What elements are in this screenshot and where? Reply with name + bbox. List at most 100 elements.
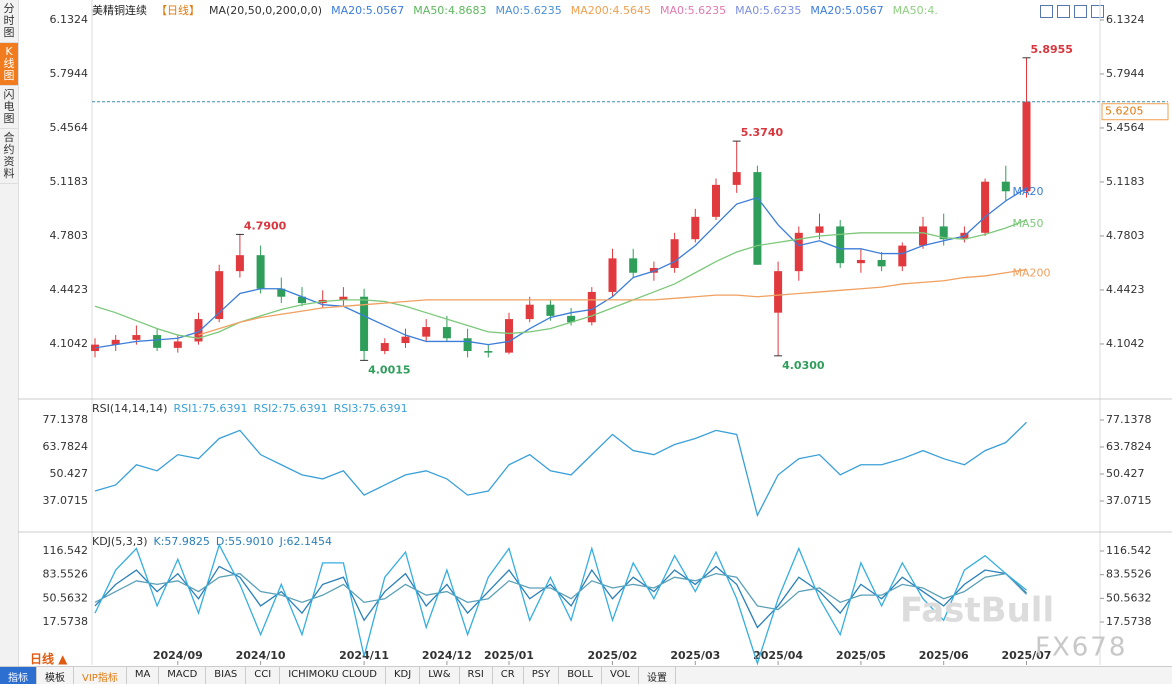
ma-line <box>94 187 1027 349</box>
icon[interactable] <box>1091 5 1104 18</box>
y-tick-label: 50.427 <box>1106 467 1145 480</box>
candle-body <box>194 319 203 342</box>
candle-body <box>442 327 451 339</box>
y-tick-label: 6.1324 <box>1106 13 1145 26</box>
indicator-tab[interactable]: KDJ <box>386 667 421 684</box>
price-annotation: 4.7900 <box>244 219 287 232</box>
x-tick-label: 2025/03 <box>670 649 720 662</box>
y-tick-label: 4.7803 <box>1106 229 1145 242</box>
candle-body <box>587 291 596 323</box>
x-tick-label: 2025/04 <box>753 649 803 662</box>
candle-body <box>422 327 431 337</box>
instrument-title: 美精铜连续 <box>92 4 147 17</box>
indicator-tab[interactable]: 指标 <box>0 667 37 684</box>
indicator-tab[interactable]: VIP指标 <box>74 667 127 684</box>
indicator-tab[interactable]: LW& <box>420 667 460 684</box>
candle-body <box>298 296 306 304</box>
legend-item: RSI2:75.6391 <box>254 402 328 415</box>
indicator-tab[interactable]: VOL <box>602 667 640 684</box>
legend-item: MA50:4.8683 <box>413 4 487 17</box>
indicator-tab[interactable]: CR <box>493 667 524 684</box>
last-price-label: 5.6205 <box>1105 105 1144 118</box>
candle-body <box>277 288 286 297</box>
y-tick-label: 17.5738 <box>1106 615 1152 628</box>
ma-label: MA20 <box>1013 185 1044 198</box>
candle-body <box>877 259 886 267</box>
watermark: FastBull <box>900 591 1054 631</box>
x-tick-label: 2024/09 <box>153 649 203 662</box>
indicator-tab[interactable]: ICHIMOKU CLOUD <box>280 667 386 684</box>
icon[interactable] <box>1057 5 1070 18</box>
y-tick-label: 5.7944 <box>1106 67 1145 80</box>
candle-body <box>380 343 389 352</box>
indicator-tab[interactable]: 设置 <box>639 667 677 684</box>
candle-body <box>1022 101 1031 192</box>
candle-body <box>215 271 224 320</box>
y-tick-label: 63.7824 <box>1106 440 1152 453</box>
legend-item: MA20:5.0567 <box>810 4 884 17</box>
candle-body <box>608 258 617 292</box>
side-tab[interactable]: 分时图 <box>0 0 18 43</box>
legend-item: MA0:5.6235 <box>495 4 562 17</box>
watermark: FX678 <box>1035 633 1127 663</box>
icon[interactable] <box>1040 5 1053 18</box>
candle-body <box>794 232 803 272</box>
ma-label: MA50 <box>1013 217 1044 230</box>
candle-body <box>898 245 907 267</box>
y-tick-label: 5.4564 <box>1106 121 1145 134</box>
y-tick-label-left: 6.1324 <box>50 13 89 26</box>
x-tick-label: 2025/02 <box>588 649 638 662</box>
side-tab[interactable]: K线图 <box>0 43 18 86</box>
indicator-line <box>94 421 1027 518</box>
candle-body <box>484 351 493 353</box>
y-tick-label: 83.5526 <box>1106 568 1152 581</box>
indicator-tab[interactable]: RSI <box>460 667 493 684</box>
y-tick-label-left: 5.7944 <box>50 67 89 80</box>
y-tick-label-left: 5.4564 <box>50 121 89 134</box>
toolbar-icons <box>1040 3 1108 22</box>
y-tick-label: 116.542 <box>1106 544 1152 557</box>
legend-item: MA(20,50,0,200,0,0) <box>209 4 323 17</box>
indicator-tab[interactable]: BIAS <box>206 667 247 684</box>
y-tick-label: 4.1042 <box>1106 337 1145 350</box>
indicator-line <box>94 543 1027 666</box>
icon[interactable] <box>1074 5 1087 18</box>
legend-item: RSI1:75.6391 <box>173 402 247 415</box>
x-tick-label: 2025/06 <box>919 649 969 662</box>
price-annotation: 5.8955 <box>1031 43 1073 56</box>
indicator-line <box>94 572 1027 611</box>
y-tick-label-left: 4.1042 <box>50 337 89 350</box>
legend-item: MA50:4. <box>892 4 938 17</box>
y-tick-label: 77.1378 <box>1106 413 1152 426</box>
indicator-tab[interactable]: MACD <box>159 667 207 684</box>
indicator-title: RSI(14,14,14) <box>92 402 167 415</box>
x-tick-label: 2025/07 <box>1002 649 1052 662</box>
candle-body <box>691 216 700 240</box>
y-tick-label: 50.5632 <box>1106 591 1152 604</box>
period-selector[interactable]: 日线 ▲ <box>30 652 68 666</box>
indicator-tab[interactable]: 模板 <box>37 667 74 684</box>
indicator-tab[interactable]: PSY <box>524 667 560 684</box>
period-label: 【日线】 <box>156 4 200 17</box>
y-tick-label-left: 4.7803 <box>50 229 89 242</box>
side-tab[interactable]: 合约资料 <box>0 129 18 184</box>
y-tick-label-left: 37.0715 <box>43 494 89 507</box>
y-tick-label-left: 83.5526 <box>43 568 89 581</box>
price-annotation: 4.0015 <box>368 363 410 376</box>
candle-body <box>401 336 410 344</box>
candle-body <box>856 259 865 264</box>
indicator-tab[interactable]: BOLL <box>559 667 602 684</box>
candle-body <box>670 239 679 268</box>
candle-body <box>815 226 824 233</box>
y-tick-label-left: 63.7824 <box>43 440 89 453</box>
sidebar: 分时图 K线图 闪电图 合约资料 <box>0 0 19 683</box>
indicator-tab[interactable]: CCI <box>246 667 281 684</box>
candle-body <box>153 335 162 348</box>
side-tab[interactable]: 闪电图 <box>0 86 18 129</box>
price-annotation: 4.0300 <box>782 359 825 372</box>
candle-body <box>753 172 762 265</box>
ma-line <box>198 268 1027 336</box>
indicator-tab[interactable]: MA <box>127 667 160 684</box>
legend-item: J:62.1454 <box>279 535 332 548</box>
